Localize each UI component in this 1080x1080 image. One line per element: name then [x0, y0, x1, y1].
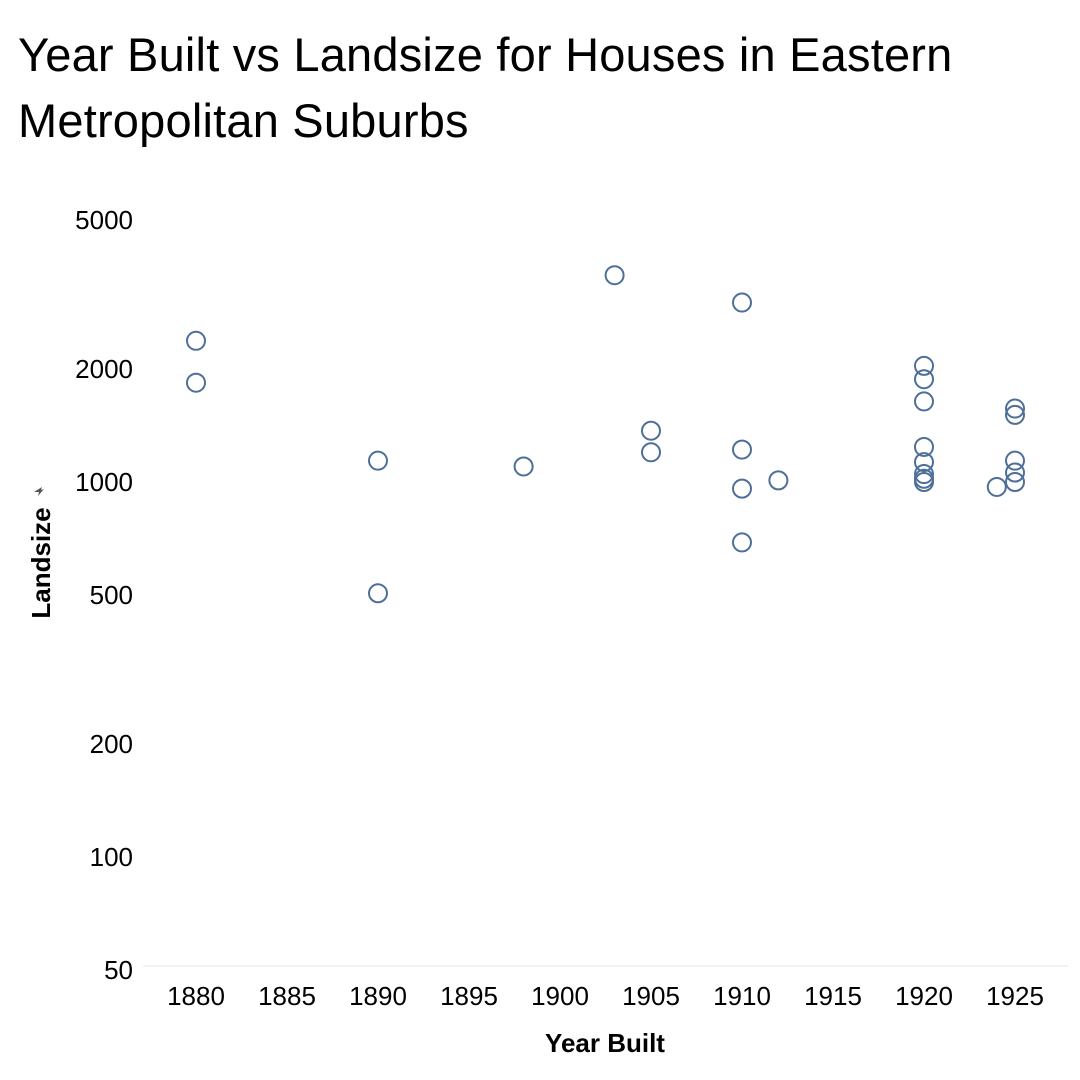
data-point[interactable]: [1005, 462, 1025, 483]
data-point[interactable]: [914, 391, 934, 412]
data-point[interactable]: [513, 456, 534, 477]
data-point[interactable]: [1005, 404, 1025, 425]
data-point[interactable]: [914, 452, 934, 473]
x-axis-title: Year Built: [545, 1028, 665, 1058]
x-tick-label: 1885: [258, 981, 316, 1011]
x-tick-label: 1880: [167, 981, 225, 1011]
data-point[interactable]: [186, 372, 206, 393]
data-point[interactable]: [732, 478, 752, 499]
data-point[interactable]: [1005, 450, 1025, 471]
y-tick-label: 500: [90, 580, 133, 610]
data-point[interactable]: [1005, 398, 1025, 419]
data-point[interactable]: [186, 330, 206, 351]
data-point[interactable]: [732, 439, 752, 460]
data-point[interactable]: [914, 436, 934, 457]
data-point[interactable]: [914, 369, 934, 390]
data-points: [186, 265, 1025, 604]
y-axis-ticks: 50 100 200 500 1000 2000 5000: [75, 205, 133, 985]
data-point[interactable]: [1005, 472, 1025, 492]
data-point[interactable]: [914, 355, 934, 376]
data-point[interactable]: [732, 532, 752, 553]
x-tick-label: 1905: [622, 981, 680, 1011]
data-point[interactable]: [914, 464, 934, 485]
y-tick-label: 50: [104, 955, 133, 985]
y-tick-label: 2000: [75, 354, 133, 384]
x-tick-label: 1915: [804, 981, 862, 1011]
data-point[interactable]: [768, 470, 789, 491]
data-point[interactable]: [986, 476, 1007, 497]
x-tick-label: 1920: [895, 981, 953, 1011]
data-point[interactable]: [604, 265, 625, 286]
x-tick-label: 1925: [986, 981, 1044, 1011]
y-axis-title[interactable]: Landsize: [26, 507, 56, 618]
sort-icon[interactable]: [34, 487, 44, 496]
data-point[interactable]: [368, 450, 388, 471]
x-tick-label: 1910: [713, 981, 771, 1011]
data-point[interactable]: [914, 472, 934, 492]
data-point[interactable]: [641, 442, 661, 463]
y-tick-label: 1000: [75, 467, 133, 497]
x-tick-label: 1900: [531, 981, 589, 1011]
y-tick-label: 200: [90, 729, 133, 759]
x-tick-label: 1890: [349, 981, 407, 1011]
x-tick-label: 1895: [440, 981, 498, 1011]
chart-title: Year Built vs Landsize for Houses in Eas…: [18, 28, 953, 147]
x-axis-ticks: 1880 1885 1890 1895 1900 1905 1910 1915 1920 1925: [167, 981, 1044, 1011]
data-point[interactable]: [732, 292, 752, 313]
y-tick-label: 100: [90, 842, 133, 872]
data-point[interactable]: [641, 420, 661, 441]
y-tick-label: 5000: [75, 205, 133, 235]
data-point[interactable]: [368, 583, 388, 604]
